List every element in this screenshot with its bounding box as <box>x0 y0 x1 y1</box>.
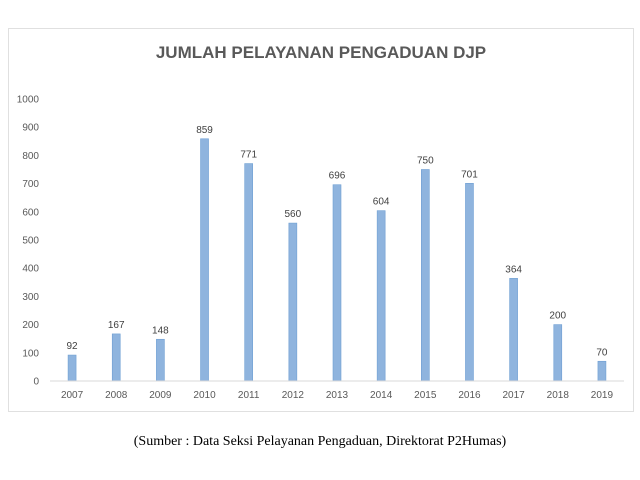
y-tick-label: 500 <box>22 236 39 247</box>
x-tick-label: 2019 <box>591 390 614 401</box>
data-label: 200 <box>549 311 566 322</box>
x-tick-label: 2008 <box>105 390 128 401</box>
bar-chart: JUMLAH PELAYANAN PENGADUAN DJP 0 100 200 30… <box>17 43 624 401</box>
chart-frame: JUMLAH PELAYANAN PENGADUAN DJP 0 100 200 30… <box>8 28 634 412</box>
data-label: 604 <box>373 197 390 208</box>
y-tick-label: 0 <box>33 377 39 388</box>
bar <box>376 210 386 382</box>
x-tick-label: 2010 <box>193 390 216 401</box>
y-tick-label: 800 <box>22 151 39 162</box>
y-tick-label: 100 <box>22 348 39 359</box>
y-tick-label: 900 <box>22 123 39 134</box>
bar <box>509 278 518 382</box>
y-tick-label: 600 <box>22 207 39 218</box>
y-tick-label: 700 <box>22 179 39 190</box>
bar <box>288 222 298 382</box>
bar <box>156 338 165 382</box>
x-tick-label: 2011 <box>238 390 260 401</box>
data-label: 771 <box>240 150 257 161</box>
bar <box>465 183 474 382</box>
x-axis: 2007 2008 2009 2010 2011 2012 2013 2014 2015 2016… <box>61 390 614 401</box>
data-label: 364 <box>505 264 522 275</box>
chart-title: JUMLAH PELAYANAN PENGADUAN DJP <box>156 43 486 62</box>
y-axis: 0 100 200 300 400 500 600 700 800 900 1000 <box>17 95 40 388</box>
bar <box>553 324 563 382</box>
bar <box>111 333 121 382</box>
y-tick-label: 300 <box>22 292 39 303</box>
x-tick-label: 2009 <box>149 390 172 401</box>
data-labels: 92 167 148 859 771 560 696 604 750 701 364 200 70 <box>67 125 608 358</box>
bar <box>244 163 253 382</box>
bar <box>200 138 209 382</box>
data-label: 859 <box>196 125 213 136</box>
data-label: 701 <box>461 169 478 180</box>
bar <box>421 169 430 382</box>
x-tick-label: 2015 <box>414 390 437 401</box>
x-tick-label: 2014 <box>370 390 393 401</box>
bar <box>67 354 77 382</box>
data-label: 750 <box>417 156 434 167</box>
data-label: 560 <box>285 209 302 220</box>
data-label: 167 <box>108 320 125 331</box>
source-note: (Sumber : Data Seksi Pelayanan Pengaduan… <box>133 434 507 449</box>
data-label: 70 <box>596 347 608 358</box>
bar <box>597 360 607 382</box>
bar <box>332 184 342 382</box>
y-tick-label: 200 <box>22 320 39 331</box>
data-label: 92 <box>67 341 79 352</box>
x-tick-label: 2013 <box>326 390 349 401</box>
y-tick-label: 400 <box>22 264 39 275</box>
data-label: 148 <box>152 325 169 336</box>
x-tick-label: 2012 <box>282 390 305 401</box>
bar-series <box>67 138 607 382</box>
x-tick-label: 2016 <box>458 390 481 401</box>
x-tick-label: 2017 <box>502 390 525 401</box>
x-tick-label: 2007 <box>61 390 84 401</box>
data-label: 696 <box>329 171 346 182</box>
y-tick-label: 1000 <box>17 95 40 106</box>
x-tick-label: 2018 <box>547 390 570 401</box>
